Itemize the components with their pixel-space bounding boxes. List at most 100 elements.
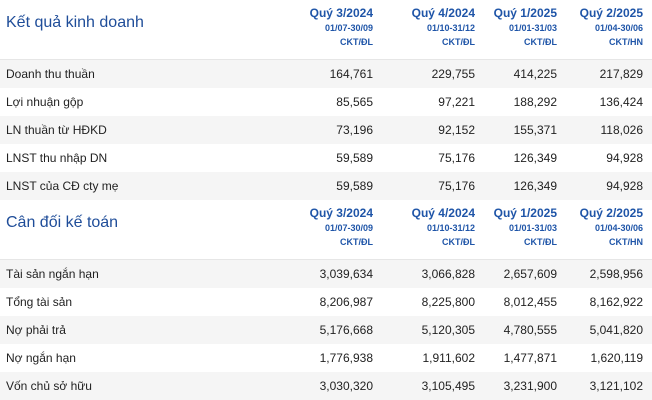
balance-column-header: Quý 4/2024 01/10-31/12 CKT/ĐL [393, 205, 475, 249]
header-divider [0, 259, 652, 260]
row-label: Tổng tài sản [6, 295, 73, 309]
cell-value: 4,780,555 [503, 323, 557, 337]
cell-value: 8,012,455 [503, 295, 557, 309]
cell-value: 164,761 [329, 67, 373, 81]
income-statement-section: Kết quả kinh doanh Quý 3/2024 01/07-30/0… [0, 0, 652, 200]
cell-value: 8,225,800 [421, 295, 475, 309]
quarter-label: Quý 3/2024 [309, 6, 373, 20]
quarter-label: Quý 3/2024 [309, 206, 373, 220]
date-range: 01/01-31/03 [508, 23, 557, 33]
report-type: CKT/ĐL [340, 37, 373, 47]
date-range: 01/10-31/12 [426, 23, 475, 33]
balance-column-header: Quý 2/2025 01/04-30/06 CKT/HN [561, 205, 643, 249]
balance-sheet-title: Cân đối kế toán [6, 214, 119, 231]
balance-column-header: Quý 3/2024 01/07-30/09 CKT/ĐL [291, 205, 373, 249]
cell-value: 97,221 [438, 95, 475, 109]
report-type: CKT/ĐL [524, 237, 557, 247]
row-label: Vốn chủ sở hữu [6, 379, 92, 393]
income-statement-title: Kết quả kinh doanh [6, 14, 144, 31]
cell-value: 3,105,495 [421, 379, 475, 393]
table-row: Tài sản ngắn hạn 3,039,634 3,066,828 2,6… [0, 260, 652, 288]
cell-value: 94,928 [606, 179, 643, 193]
cell-value: 92,152 [438, 123, 475, 137]
quarter-label: Quý 2/2025 [579, 6, 643, 20]
row-label: Tài sản ngắn hạn [6, 267, 99, 281]
report-type: CKT/ĐL [524, 37, 557, 47]
cell-value: 94,928 [606, 151, 643, 165]
cell-value: 75,176 [438, 179, 475, 193]
cell-value: 75,176 [438, 151, 475, 165]
date-range: 01/01-31/03 [508, 223, 557, 233]
cell-value: 3,066,828 [421, 267, 475, 281]
cell-value: 1,911,602 [422, 351, 476, 365]
row-label: Nợ ngắn hạn [6, 351, 76, 365]
table-row: Vốn chủ sở hữu 3,030,320 3,105,495 3,231… [0, 372, 652, 400]
cell-value: 126,349 [513, 179, 557, 193]
quarter-label: Quý 1/2025 [493, 6, 557, 20]
cell-value: 5,120,305 [421, 323, 475, 337]
date-range: 01/10-31/12 [426, 223, 475, 233]
cell-value: 1,620,119 [590, 351, 644, 365]
cell-value: 3,039,634 [319, 267, 373, 281]
table-row: Doanh thu thuần 164,761 229,755 414,225 … [0, 60, 652, 88]
cell-value: 2,598,956 [589, 267, 643, 281]
balance-column-header: Quý 1/2025 01/01-31/03 CKT/ĐL [475, 205, 557, 249]
report-type: CKT/ĐL [442, 237, 475, 247]
cell-value: 3,030,320 [319, 379, 373, 393]
cell-value: 188,292 [513, 95, 557, 109]
balance-sheet-header: Cân đối kế toán Quý 3/2024 01/07-30/09 C… [0, 200, 652, 260]
table-row: LNST thu nhập DN 59,589 75,176 126,349 9… [0, 144, 652, 172]
income-column-header: Quý 1/2025 01/01-31/03 CKT/ĐL [475, 5, 557, 49]
report-type: CKT/HN [609, 237, 643, 247]
cell-value: 1,776,938 [319, 351, 373, 365]
income-statement-header: Kết quả kinh doanh Quý 3/2024 01/07-30/0… [0, 0, 652, 60]
cell-value: 5,041,820 [589, 323, 643, 337]
row-label: Doanh thu thuần [6, 67, 95, 81]
cell-value: 59,589 [336, 151, 373, 165]
row-label: LNST của CĐ cty mẹ [6, 179, 119, 193]
cell-value: 3,231,900 [503, 379, 557, 393]
date-range: 01/04-30/06 [594, 223, 643, 233]
row-label: Nợ phải trả [6, 323, 66, 337]
date-range: 01/04-30/06 [594, 23, 643, 33]
cell-value: 414,225 [513, 67, 557, 81]
cell-value: 136,424 [599, 95, 643, 109]
quarter-label: Quý 1/2025 [493, 206, 557, 220]
table-row: Tổng tài sản 8,206,987 8,225,800 8,012,4… [0, 288, 652, 316]
quarter-label: Quý 4/2024 [411, 206, 475, 220]
table-row: LNST của CĐ cty mẹ 59,589 75,176 126,349… [0, 172, 652, 200]
income-column-header: Quý 4/2024 01/10-31/12 CKT/ĐL [393, 5, 475, 49]
table-row: LN thuần từ HĐKD 73,196 92,152 155,371 1… [0, 116, 652, 144]
balance-sheet-section: Cân đối kế toán Quý 3/2024 01/07-30/09 C… [0, 200, 652, 400]
cell-value: 85,565 [336, 95, 373, 109]
cell-value: 1,477,871 [503, 351, 557, 365]
cell-value: 217,829 [599, 67, 643, 81]
cell-value: 73,196 [336, 123, 373, 137]
cell-value: 3,121,102 [589, 379, 643, 393]
quarter-label: Quý 4/2024 [411, 6, 475, 20]
row-label: Lợi nhuận gộp [6, 95, 84, 109]
cell-value: 8,162,922 [589, 295, 643, 309]
cell-value: 8,206,987 [319, 295, 373, 309]
table-row: Nợ phải trả 5,176,668 5,120,305 4,780,55… [0, 316, 652, 344]
cell-value: 59,589 [336, 179, 373, 193]
report-type: CKT/ĐL [442, 37, 475, 47]
cell-value: 118,026 [600, 123, 644, 137]
table-row: Lợi nhuận gộp 85,565 97,221 188,292 136,… [0, 88, 652, 116]
header-divider [0, 59, 652, 60]
income-column-header: Quý 3/2024 01/07-30/09 CKT/ĐL [291, 5, 373, 49]
report-type: CKT/HN [609, 37, 643, 47]
date-range: 01/07-30/09 [324, 223, 373, 233]
row-label: LN thuần từ HĐKD [6, 123, 107, 137]
cell-value: 155,371 [513, 123, 557, 137]
date-range: 01/07-30/09 [324, 23, 373, 33]
cell-value: 126,349 [513, 151, 557, 165]
table-row: Nợ ngắn hạn 1,776,938 1,911,602 1,477,87… [0, 344, 652, 372]
report-type: CKT/ĐL [340, 237, 373, 247]
cell-value: 2,657,609 [503, 267, 557, 281]
cell-value: 5,176,668 [319, 323, 373, 337]
quarter-label: Quý 2/2025 [579, 206, 643, 220]
income-column-header: Quý 2/2025 01/04-30/06 CKT/HN [561, 5, 643, 49]
row-label: LNST thu nhập DN [6, 151, 108, 165]
cell-value: 229,755 [431, 67, 475, 81]
